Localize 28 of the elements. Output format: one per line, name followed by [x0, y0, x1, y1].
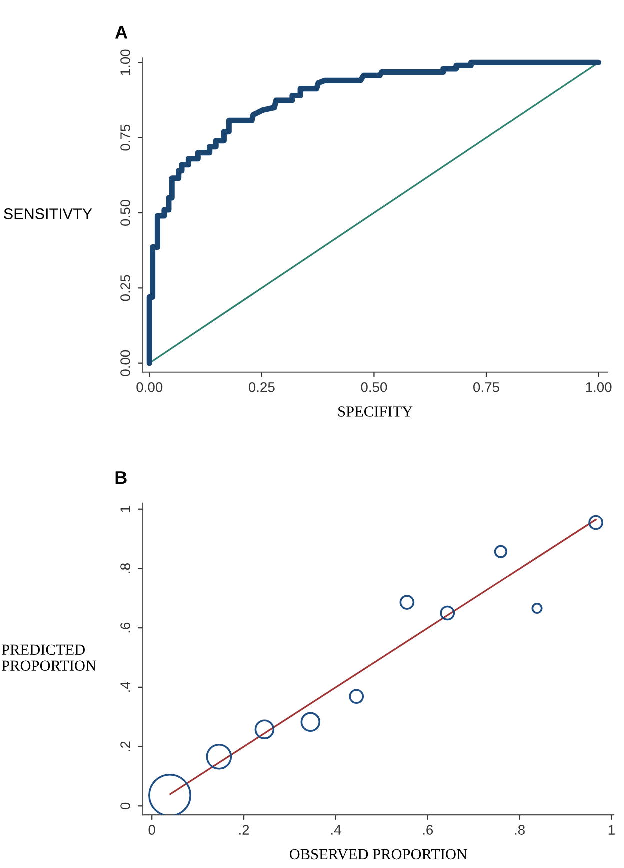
y-axis-title: SENSITIVTY — [4, 208, 92, 220]
y-tick-label: 0 — [120, 802, 130, 810]
x-tick-label: 0 — [148, 825, 156, 835]
x-axis-title: SPECIFITY — [338, 406, 413, 417]
x-tick-label: 0.25 — [248, 382, 275, 392]
y-tick-label: 1.00 — [120, 50, 130, 76]
x-tick-label: 0.50 — [361, 382, 388, 392]
y-tick-label: 0.50 — [120, 200, 130, 226]
y-tick-label: .8 — [120, 564, 130, 574]
x-tick-label: 0.75 — [474, 382, 500, 392]
x-tick-label: .8 — [515, 825, 525, 835]
y-tick-label: .2 — [120, 742, 130, 752]
y-tick-label: 1 — [120, 506, 130, 512]
y-tick-label: 0.25 — [120, 275, 130, 302]
x-tick-label: .4 — [331, 825, 342, 835]
y-tick-label: 0.75 — [120, 124, 130, 151]
y-axis-title: PREDICTED PROPORTION — [2, 644, 96, 672]
x-tick-label: .2 — [239, 825, 250, 835]
chart-title: B — [116, 472, 127, 484]
x-tick-label: 0.00 — [136, 382, 163, 392]
x-tick-label: .6 — [423, 825, 434, 835]
chart-title: A — [115, 26, 128, 39]
x-axis-title: OBSERVED PROPORTION — [290, 849, 468, 860]
x-tick-label: 1.00 — [586, 382, 612, 392]
y-tick-label: .4 — [120, 682, 130, 692]
y-tick-label: .6 — [120, 622, 130, 633]
x-tick-label: 1 — [608, 825, 615, 835]
y-tick-label: 0.00 — [120, 350, 130, 376]
